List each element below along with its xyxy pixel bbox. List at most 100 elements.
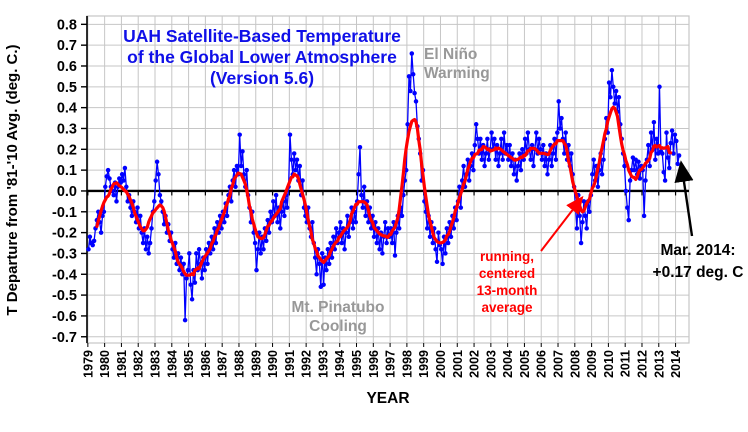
x-tick-label: 1982 xyxy=(132,350,146,378)
monthly-data-point xyxy=(641,213,647,219)
monthly-data-point xyxy=(284,205,290,210)
monthly-data-point xyxy=(268,209,273,215)
monthly-data-point xyxy=(648,130,654,135)
chart-title: UAH Satellite-Based Temperature of the G… xyxy=(92,26,432,89)
monthly-data-point xyxy=(121,178,126,183)
monthly-data-point xyxy=(366,219,371,225)
monthly-data-point xyxy=(161,222,167,227)
monthly-data-point xyxy=(514,178,519,183)
monthly-data-point xyxy=(660,151,665,156)
monthly-data-point xyxy=(189,297,195,302)
monthly-data-point xyxy=(671,151,676,156)
annotation-line: running, xyxy=(480,249,534,264)
monthly-data-point xyxy=(264,238,269,244)
monthly-data-point xyxy=(300,178,305,183)
monthly-data-point xyxy=(196,247,202,252)
monthly-data-point xyxy=(114,199,119,204)
monthly-data-point xyxy=(363,213,368,219)
monthly-data-point xyxy=(496,163,501,169)
monthly-data-point xyxy=(153,178,158,183)
monthly-data-point xyxy=(129,213,135,219)
monthly-data-point xyxy=(377,247,382,252)
monthly-data-point xyxy=(86,247,91,252)
annotation-el-nino-warming: El Niño Warming xyxy=(424,45,490,83)
monthly-data-point xyxy=(406,74,412,79)
x-tick-label: 1996 xyxy=(367,350,381,378)
monthly-data-point xyxy=(410,72,416,77)
y-tick-label: 0.0 xyxy=(57,184,77,200)
monthly-data-point xyxy=(646,142,651,148)
monthly-data-point xyxy=(559,115,564,121)
monthly-data-point xyxy=(234,163,240,169)
monthly-data-point xyxy=(661,169,666,175)
monthly-data-point xyxy=(632,167,637,173)
monthly-data-point xyxy=(440,261,445,267)
x-tick-label: 2001 xyxy=(451,350,465,378)
y-tick-label: -0.1 xyxy=(52,205,77,221)
monthly-data-point xyxy=(353,219,359,225)
monthly-data-point xyxy=(552,136,557,142)
monthly-data-point xyxy=(667,165,672,171)
monthly-data-point xyxy=(266,230,272,235)
monthly-data-point xyxy=(536,136,542,142)
monthly-data-point xyxy=(608,94,613,100)
monthly-data-point xyxy=(319,251,325,256)
monthly-data-point xyxy=(255,247,261,252)
monthly-data-point xyxy=(271,199,276,204)
monthly-data-point xyxy=(392,253,398,258)
annotation-line: Mt. Pinatubo xyxy=(291,299,385,316)
monthly-data-point xyxy=(606,80,612,85)
monthly-data-point xyxy=(587,209,592,215)
monthly-data-point xyxy=(119,172,125,177)
monthly-data-point xyxy=(111,192,116,198)
monthly-data-point xyxy=(346,234,352,240)
monthly-data-point xyxy=(233,184,238,190)
monthly-data-point xyxy=(534,130,539,135)
monthly-data-point xyxy=(329,255,335,260)
monthly-data-point xyxy=(254,267,259,273)
monthly-data-point xyxy=(413,99,419,104)
annotation-line: centered xyxy=(478,266,536,281)
monthly-data-point xyxy=(374,240,380,246)
monthly-data-point xyxy=(312,255,318,260)
monthly-data-point xyxy=(399,213,405,219)
monthly-data-point xyxy=(454,217,459,223)
monthly-data-point xyxy=(182,317,188,323)
monthly-data-point xyxy=(458,205,464,210)
annotation-line: average xyxy=(481,300,533,315)
monthly-data-point xyxy=(675,161,680,167)
x-tick-label: 1994 xyxy=(333,350,347,378)
x-tick-label: 1984 xyxy=(165,350,179,378)
annotation-line: 13-month xyxy=(476,283,538,298)
y-axis-title: T Departure from '81-'10 Avg. (deg. C.) xyxy=(4,44,21,315)
monthly-data-point xyxy=(359,192,364,198)
monthly-data-point xyxy=(382,219,388,225)
monthly-data-point xyxy=(612,101,617,106)
monthly-data-point xyxy=(178,255,184,260)
monthly-data-point xyxy=(289,157,294,162)
monthly-data-point xyxy=(486,157,492,162)
monthly-data-point xyxy=(665,155,671,160)
monthly-anomaly-line xyxy=(87,52,680,321)
x-tick-label: 2004 xyxy=(501,350,515,378)
monthly-data-point xyxy=(577,213,582,219)
monthly-data-point xyxy=(636,159,641,165)
monthly-data-point xyxy=(291,151,297,156)
monthly-data-point xyxy=(188,282,193,287)
annotation-line: El Niño xyxy=(424,46,478,63)
monthly-data-point xyxy=(580,219,585,225)
monthly-data-point xyxy=(538,147,543,152)
monthly-data-point xyxy=(501,130,507,135)
monthly-data-point xyxy=(457,184,462,190)
y-tick-label: 0.6 xyxy=(57,59,77,75)
y-tick-label: 0.2 xyxy=(57,142,77,158)
monthly-data-point xyxy=(562,151,567,156)
y-tick-label: -0.7 xyxy=(52,330,77,346)
monthly-data-point xyxy=(147,240,153,246)
monthly-data-point xyxy=(569,151,574,156)
monthly-data-point xyxy=(350,226,356,231)
monthly-data-point xyxy=(143,247,149,252)
monthly-data-point xyxy=(549,163,554,169)
monthly-data-point xyxy=(672,132,678,137)
